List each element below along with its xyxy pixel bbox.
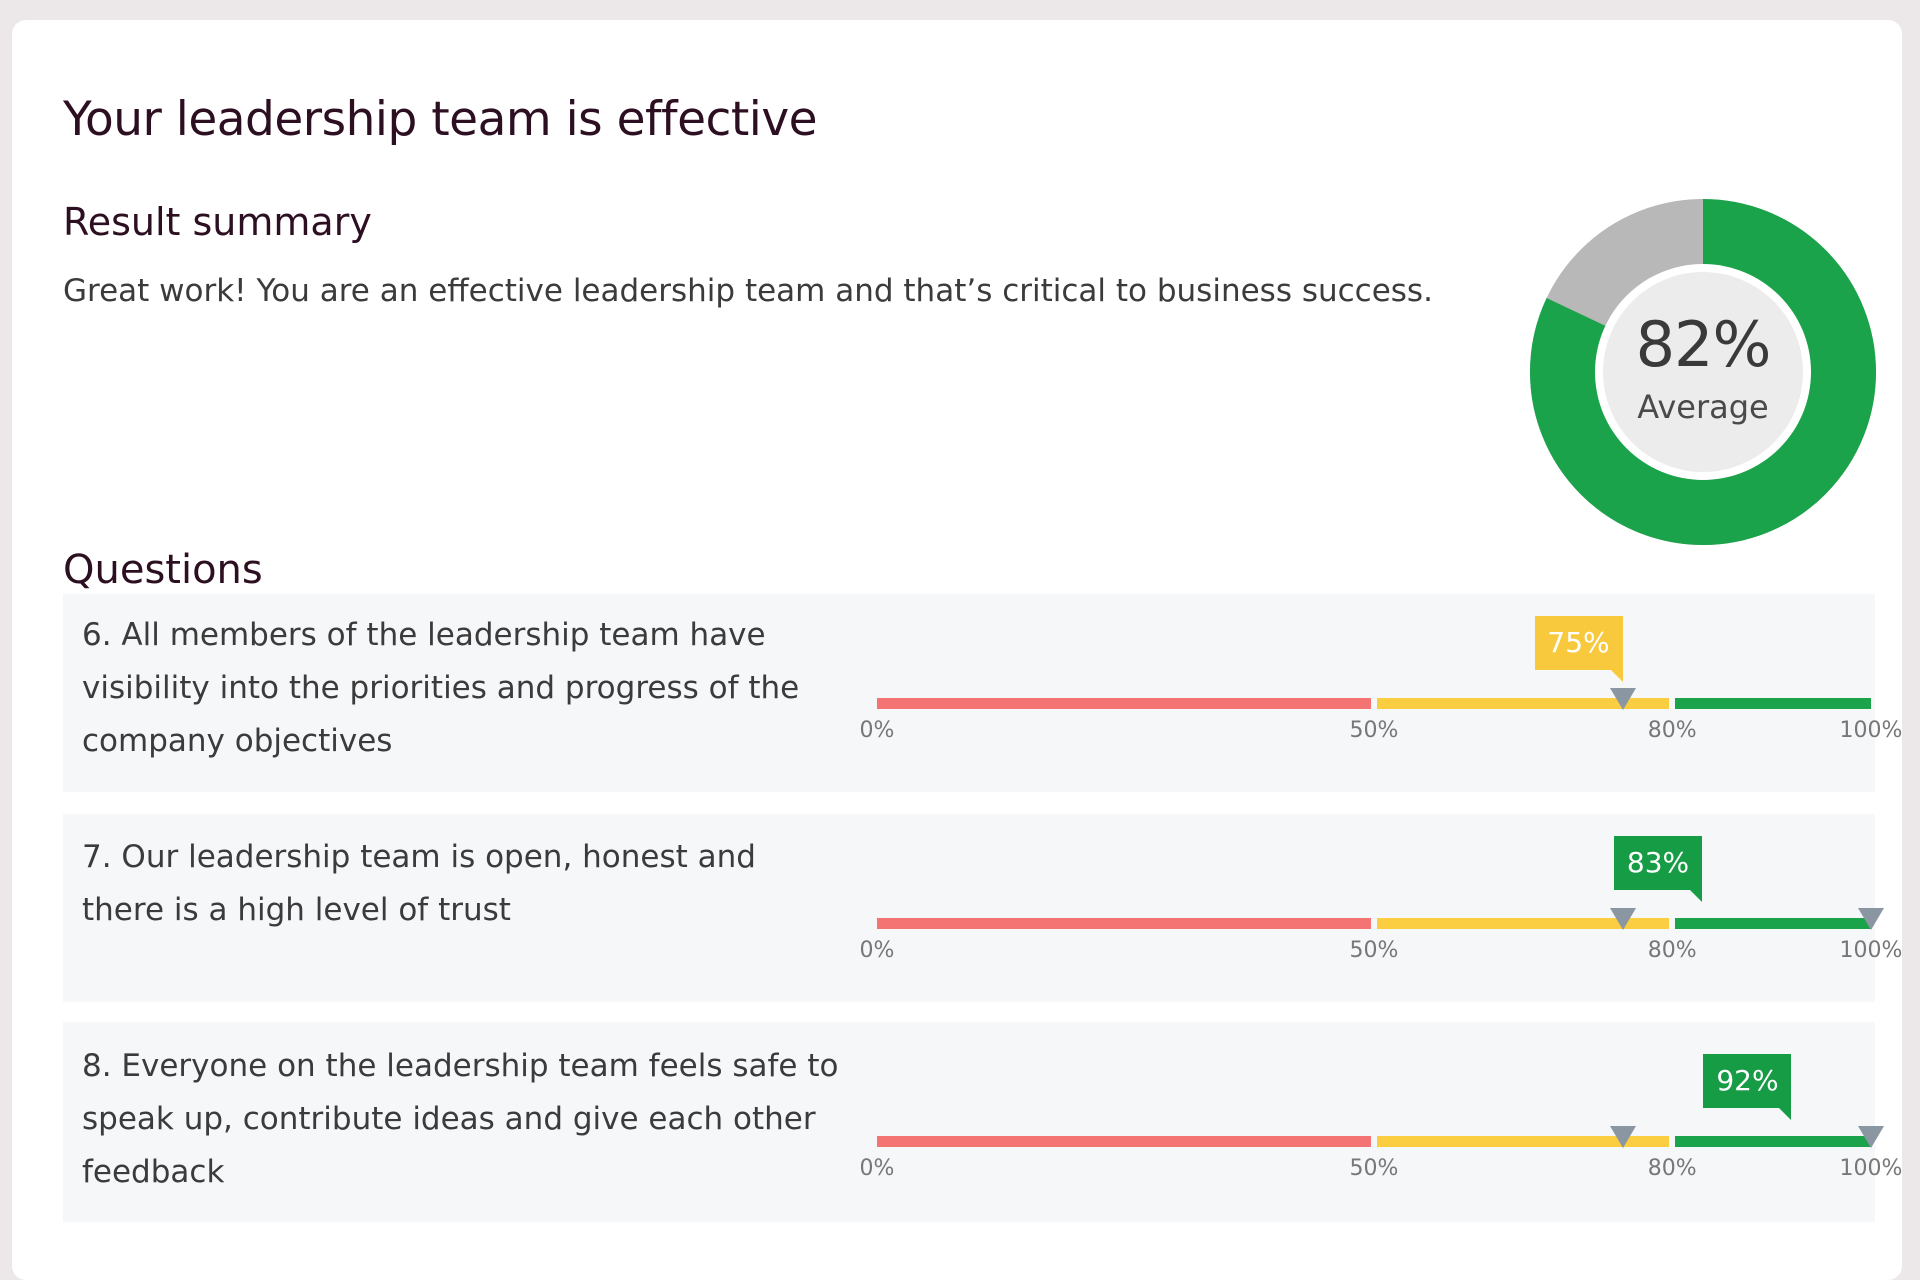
question-text: 6. All members of the leadership team ha…: [82, 617, 800, 759]
question-score-badge: 75%: [1534, 616, 1623, 682]
question-text: 8. Everyone on the leadership team feels…: [82, 1048, 839, 1190]
result-summary-text: Great work! You are an effective leaders…: [63, 273, 1433, 309]
benchmark-marker-icon: [1858, 1126, 1884, 1148]
questions-heading: Questions: [63, 547, 263, 593]
scale-tick-label: 0%: [859, 1156, 895, 1181]
scale-tick-label: 80%: [1647, 1156, 1697, 1181]
score-zone-yellow: [1377, 1136, 1670, 1147]
score-zone-green: [1675, 918, 1871, 929]
question-row: 6. All members of the leadership team ha…: [63, 594, 1902, 792]
scale-tick-label: 100%: [1839, 718, 1903, 743]
scale-tick-label: 80%: [1647, 718, 1697, 743]
scale-tick-label: 0%: [859, 938, 895, 963]
score-zone-yellow: [1377, 918, 1670, 929]
donut-average-value: 82%: [1635, 308, 1772, 381]
question-score-bar: 0% 50% 80% 100% 83%: [823, 814, 1902, 1002]
score-zone-green: [1675, 698, 1871, 709]
score-zone-red: [877, 1136, 1371, 1147]
average-donut-chart: 82% Average: [1529, 198, 1877, 546]
benchmark-marker-icon: [1609, 688, 1636, 710]
question-row: 7. Our leadership team is open, honest a…: [63, 814, 1902, 1002]
page-title: Your leadership team is effective: [63, 92, 818, 147]
result-summary-heading: Result summary: [63, 200, 372, 244]
donut-graphic: [1530, 199, 1876, 545]
score-zone-red: [877, 918, 1371, 929]
scale-tick-label: 80%: [1647, 938, 1697, 963]
score-zone-green: [1675, 1136, 1871, 1147]
benchmark-marker-icon: [1609, 908, 1636, 930]
question-score-badge: 83%: [1614, 836, 1703, 902]
scale-tick-label: 100%: [1839, 938, 1903, 963]
question-score-badge: 92%: [1703, 1054, 1792, 1120]
scale-tick-label: 50%: [1349, 1156, 1399, 1181]
scale-tick-label: 0%: [859, 718, 895, 743]
scale-tick-label: 100%: [1839, 1156, 1903, 1181]
question-score-bar: 0% 50% 80% 100% 92%: [823, 1022, 1902, 1222]
donut-center: [1603, 272, 1803, 472]
question-score-bar: 0% 50% 80% 100% 75%: [823, 594, 1902, 792]
benchmark-marker-icon: [1609, 1126, 1636, 1148]
result-card: Your leadership team is effective Result…: [12, 20, 1902, 1280]
question-row: 8. Everyone on the leadership team feels…: [63, 1022, 1902, 1222]
benchmark-marker-icon: [1858, 908, 1884, 930]
score-zone-yellow: [1377, 698, 1670, 709]
donut-filled-arc: [1530, 199, 1876, 545]
scale-tick-label: 50%: [1349, 938, 1399, 963]
scale-tick-label: 50%: [1349, 718, 1399, 743]
score-zone-red: [877, 698, 1371, 709]
question-text: 7. Our leadership team is open, honest a…: [82, 839, 756, 928]
donut-average-label: Average: [1637, 388, 1769, 426]
